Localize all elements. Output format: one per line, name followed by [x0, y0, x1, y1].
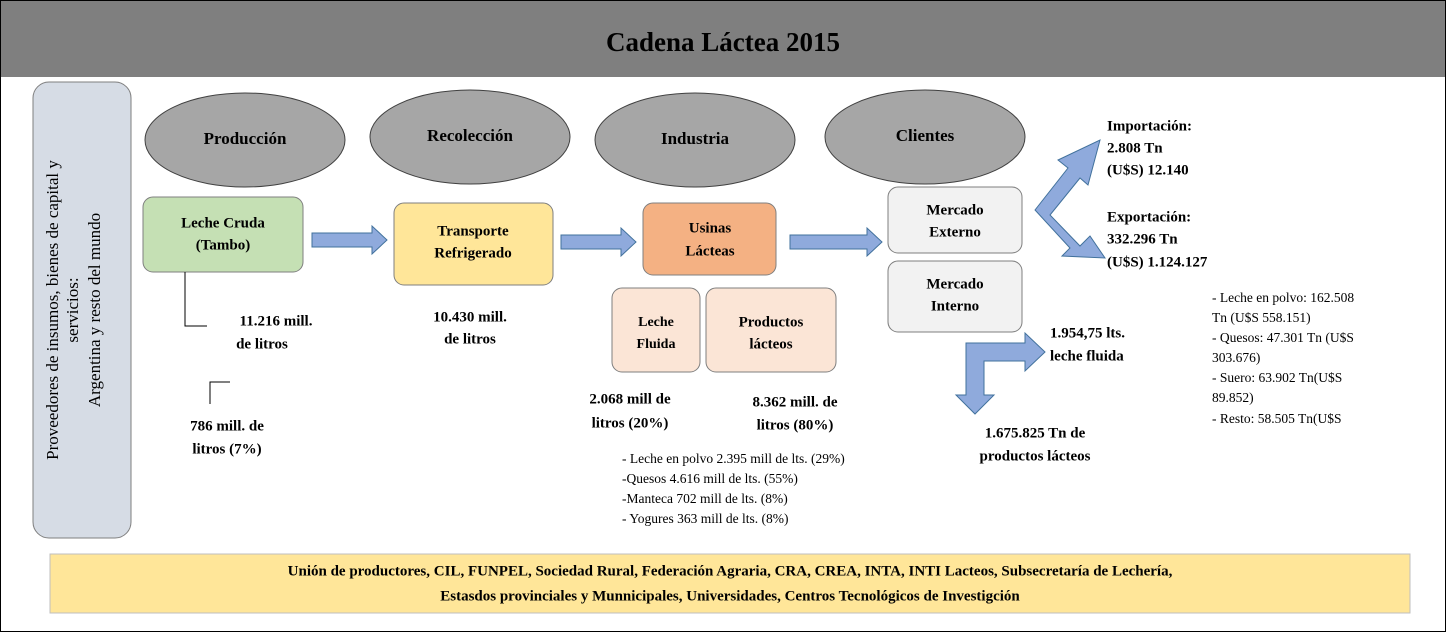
box	[887, 186, 1023, 254]
stage-label: Recolección	[427, 126, 513, 145]
detail-line: Tn (U$S 558.151)	[1212, 310, 1311, 325]
bent-arrow	[954, 331, 1046, 415]
annotation: 2.068 mill de	[589, 391, 671, 407]
footer-line: Unión de productores, CIL, FUNPEL, Socie…	[288, 563, 1173, 579]
box-label: (Tambo)	[196, 237, 250, 253]
arrow	[789, 226, 883, 258]
annotation: (U$S) 1.124.127	[1107, 254, 1208, 270]
detail-line: - Resto: 58.505 Tn(U$S	[1212, 411, 1342, 426]
box	[611, 287, 701, 373]
box-label: Mercado	[926, 276, 983, 292]
box-label: Fluida	[637, 337, 676, 352]
connector	[184, 272, 207, 327]
detail-line: - Leche en polvo 2.395 mill de lts. (29%…	[622, 451, 845, 466]
box-label: Mercado	[926, 202, 983, 218]
connector	[209, 381, 230, 404]
side-panel	[32, 81, 132, 539]
annotation: (U$S) 12.140	[1107, 162, 1189, 178]
box-label: Refrigerado	[434, 245, 511, 261]
annotation: litros (20%)	[592, 415, 669, 431]
box-label: Interno	[931, 298, 979, 314]
double-arrow	[1034, 139, 1106, 259]
detail-line: -Manteca 702 mill de lts. (8%)	[622, 491, 788, 506]
stage-ellipse	[144, 92, 346, 188]
annotation: productos lácteos	[980, 448, 1091, 464]
box-label: Leche Cruda	[181, 215, 265, 231]
box-label: Transporte	[437, 223, 509, 239]
detail-line: - Quesos: 47.301 Tn (U$S	[1212, 330, 1354, 345]
box	[142, 196, 304, 273]
stage-label: Industria	[661, 129, 730, 148]
box	[887, 260, 1023, 333]
arrow	[560, 226, 637, 258]
detail-line: 89.852)	[1212, 390, 1254, 405]
box	[705, 287, 837, 373]
annotation: Importación:	[1107, 118, 1192, 134]
annotation: 11.216 mill.	[240, 313, 313, 329]
annotation: de litros	[444, 331, 496, 347]
stage-ellipse	[824, 89, 1026, 185]
stage-ellipse	[369, 89, 571, 185]
box-label: Externo	[929, 224, 981, 240]
stage-label: Producción	[204, 129, 287, 148]
box	[642, 202, 777, 276]
side-panel-text: Proveedores de insumos, bienes de capita…	[43, 160, 104, 460]
detail-line: - Yogures 363 mill de lts. (8%)	[622, 511, 789, 526]
annotation: 1.675.825 Tn de	[985, 425, 1086, 441]
box-label: lácteos	[749, 336, 792, 352]
annotation: 1.954,75 lts.	[1050, 325, 1125, 341]
side-line: Proveedores de insumos, bienes de capita…	[43, 160, 62, 460]
box-label: Usinas	[689, 220, 732, 236]
annotation: 2.808 Tn	[1107, 140, 1163, 156]
box-label: Productos	[739, 314, 804, 330]
title: Cadena Láctea 2015	[606, 27, 840, 57]
detail-line: - Suero: 63.902 Tn(U$S	[1212, 370, 1342, 385]
title-bar	[1, 1, 1445, 77]
side-line: servicios:	[63, 277, 82, 342]
annotation: litros (80%)	[757, 417, 834, 433]
stage-label: Clientes	[896, 126, 955, 145]
detail-line: 303.676)	[1212, 350, 1260, 365]
stage-ellipse	[594, 92, 796, 188]
box-label: Leche	[638, 315, 674, 330]
annotation: 8.362 mill. de	[753, 394, 838, 410]
side-line: Argentina y resto del mundo	[85, 213, 104, 407]
annotation: 10.430 mill.	[433, 309, 507, 325]
annotation: 786 mill. de	[190, 418, 264, 434]
footer-line: Estasdos provinciales y Munnicipales, Un…	[440, 588, 1020, 604]
box-label: Lácteas	[685, 243, 734, 259]
detail-line: -Quesos 4.616 mill de lts. (55%)	[622, 471, 798, 486]
detail-line: - Leche en polvo: 162.508	[1212, 290, 1354, 305]
annotation: de litros	[236, 336, 288, 352]
annotation: leche fluida	[1050, 348, 1124, 364]
annotation: Exportación:	[1107, 209, 1191, 225]
annotation: litros (7%)	[192, 441, 261, 457]
box	[393, 202, 554, 286]
arrow	[311, 224, 388, 256]
footer-box	[49, 553, 1411, 614]
annotation: 332.296 Tn	[1107, 231, 1178, 247]
